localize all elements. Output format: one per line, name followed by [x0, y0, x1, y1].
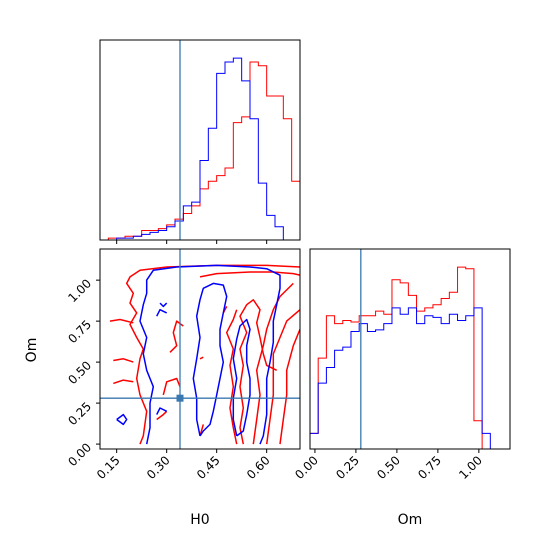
contour-y-tick-label: 0.25	[65, 399, 94, 428]
contour-frame	[99, 248, 301, 450]
contour-red	[109, 318, 134, 324]
contour-red	[239, 299, 278, 445]
om-hist-x-tick-label: 0.25	[333, 453, 362, 482]
om-hist-x-tick-label: 1.00	[456, 453, 485, 482]
y-axis-title-om: Om	[24, 338, 40, 363]
contour-red	[156, 410, 168, 421]
contour-blue	[156, 407, 168, 415]
om-hist-x-tick-label: 0.50	[374, 453, 403, 482]
contour-blue	[139, 264, 281, 445]
x-axis-title-om: Om	[398, 512, 423, 528]
axis-labels: H0 Om Om	[24, 338, 422, 528]
contour-red	[265, 309, 300, 445]
contour-red	[279, 329, 300, 445]
om-hist-red-series	[310, 266, 507, 449]
contour-red	[169, 320, 184, 353]
contour-x-tick-label: 0.60	[244, 453, 273, 482]
contour-red	[225, 309, 238, 445]
contour-red	[113, 379, 134, 385]
om-hist-frame	[309, 248, 511, 450]
contour-blue	[156, 308, 168, 317]
contour-y-tick-label: 1.00	[65, 276, 94, 305]
x-axis-title-h0: H0	[190, 512, 209, 528]
contour-blue	[192, 282, 228, 437]
contour-blue	[159, 302, 168, 308]
panel-om-histogram: 0.00 0.25 0.50 0.75 1.00	[292, 248, 511, 482]
contour-blue	[116, 413, 128, 426]
om-hist-blue-series	[310, 307, 507, 449]
om-hist-x-tick-label: 0.00	[292, 453, 321, 482]
contour-red	[162, 377, 181, 396]
om-hist-x-tick-label: 0.75	[415, 453, 444, 482]
contour-y-tick-label: 0.50	[65, 358, 94, 387]
truth-marker	[176, 394, 184, 402]
contour-x-tick-label: 0.45	[194, 453, 223, 482]
contour-y-tick-label: 0.75	[65, 317, 94, 346]
panel-h0-histogram	[99, 39, 301, 244]
contour-x-tick-label: 0.15	[94, 453, 123, 482]
contour-blue	[232, 318, 251, 437]
contour-red	[125, 264, 300, 445]
h0-hist-red-series	[100, 61, 300, 240]
h0-hist-frame	[99, 39, 301, 241]
h0-hist-blue-series	[100, 57, 300, 240]
panel-h0-om-contour: 0.15 0.30 0.45 0.60 0.00 0.25 0.50 0.75 1.00	[65, 248, 301, 482]
contour-y-tick-label: 0.00	[65, 440, 94, 469]
contour-x-tick-label: 0.30	[144, 453, 173, 482]
contour-red	[199, 271, 300, 278]
contour-red	[113, 358, 134, 363]
contour-red	[199, 356, 204, 360]
